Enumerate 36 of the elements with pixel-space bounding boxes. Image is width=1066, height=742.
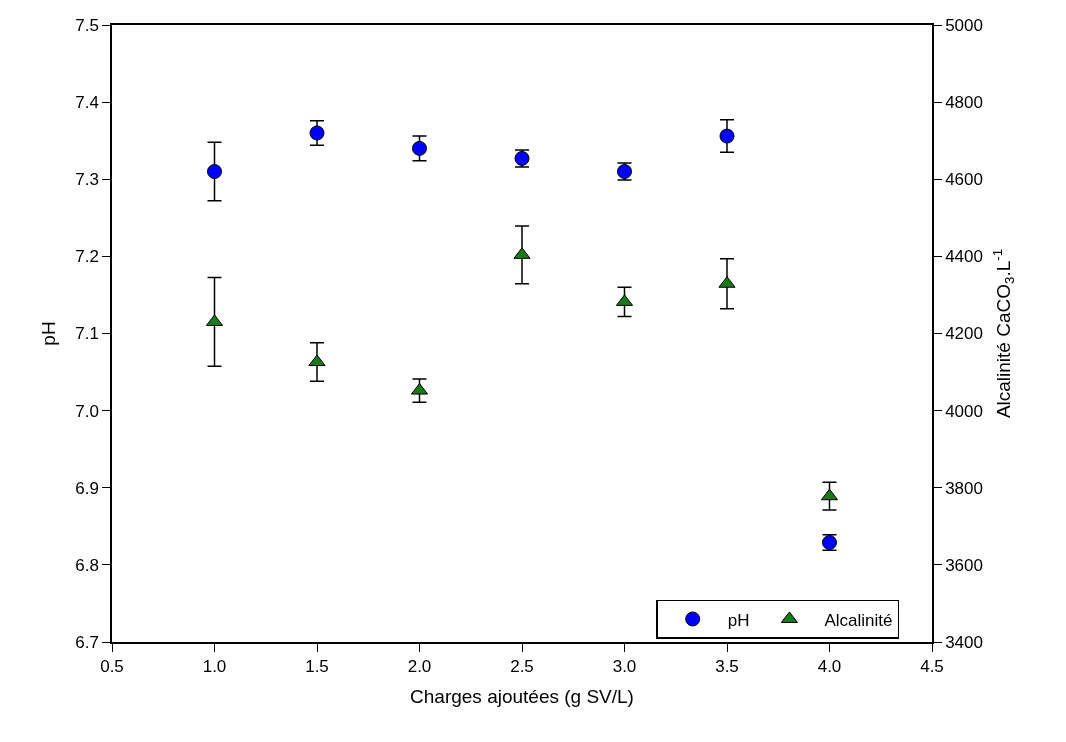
y2-tick-label: 3400	[945, 632, 983, 652]
x-tick-label: 4.5	[920, 657, 944, 677]
y2-tick-label: 4200	[945, 324, 983, 344]
point	[308, 354, 326, 367]
y-tick-label: 7.4	[75, 93, 99, 113]
y-tick-label: 7.1	[75, 324, 99, 344]
x-tick-label: 1.0	[202, 657, 227, 677]
y-tick-label: 6.8	[75, 555, 99, 575]
y2-tick-label: 3800	[945, 478, 983, 498]
legend-label: Alcalinité	[824, 610, 893, 630]
y-tick-label: 7.5	[75, 15, 99, 35]
y2-tick-label: 3600	[945, 555, 983, 575]
point	[412, 140, 427, 156]
x-axis-title: Charges ajoutées (g SV/L)	[410, 686, 634, 708]
x-tick-label: 1.5	[305, 657, 329, 677]
point	[719, 128, 735, 144]
y-tick-label: 6.7	[75, 632, 99, 652]
y2-tick-label: 4600	[945, 170, 983, 190]
y2-tick-label: 4000	[945, 401, 983, 421]
point	[207, 164, 222, 180]
legend-label: pH	[727, 610, 750, 630]
y2-tick-label: 5000	[945, 15, 983, 35]
y2-tick-label: 4800	[945, 93, 983, 113]
x-tick-label: 4.0	[817, 657, 842, 677]
x-tick-label: 2.5	[510, 657, 534, 677]
x-tick-label: 3.5	[715, 657, 739, 677]
y-tick-label: 7.3	[75, 170, 99, 190]
y2-tick-label: 4400	[945, 247, 983, 267]
y-axis-title: pH	[37, 321, 59, 346]
x-tick-label: 2.0	[407, 657, 432, 677]
y-tick-label: 6.9	[75, 478, 99, 498]
y-tick-label: 7.0	[75, 401, 99, 421]
x-tick-label: 0.5	[100, 657, 124, 677]
y-tick-label: 7.2	[75, 247, 99, 267]
point	[309, 125, 325, 141]
x-tick-label: 3.0	[612, 657, 637, 677]
